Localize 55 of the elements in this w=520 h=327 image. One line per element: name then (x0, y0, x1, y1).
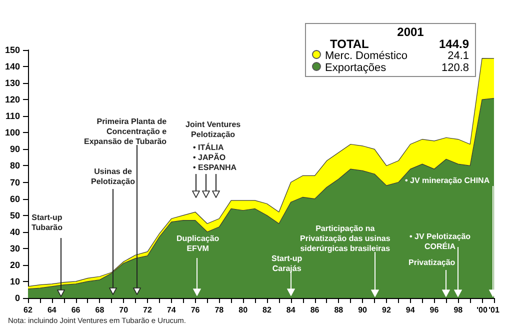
x-tick-label: 68 (95, 306, 105, 314)
annotation: • JV Pelotização CORÉIA (410, 232, 471, 252)
x-tick-label: 82 (262, 306, 272, 314)
x-tick-label: 70 (119, 306, 129, 314)
x-tick-label: 94 (406, 306, 416, 314)
y-tick-label: 130 (4, 78, 20, 88)
annotation: TOTAL (329, 37, 369, 51)
annotation: Participação na Privatização das usinas siderúrgicas brasileiras (300, 224, 390, 254)
x-tick-label: 98 (454, 306, 464, 314)
y-tick-label: 90 (10, 144, 20, 154)
annotation: Start-up Tubarão (32, 213, 62, 233)
x-tick-label: 62 (24, 306, 33, 314)
annotation: Start-up Carajás (272, 254, 302, 274)
y-tick-label: 30 (10, 243, 20, 254)
x-tick-label: 72 (143, 306, 152, 314)
y-tick-label: 10 (10, 276, 20, 286)
y-tick-label: 60 (10, 194, 20, 204)
y-tick-label: 70 (10, 177, 20, 188)
x-tick-label: 74 (166, 306, 176, 314)
x-tick-label: '01 (488, 306, 500, 314)
annotation: 144.9 (438, 37, 469, 51)
x-tick-label: 78 (214, 306, 224, 314)
y-tick-label: 50 (10, 210, 20, 220)
annotation: Primeira Planta de Concentração e Expansão de Tubarão (84, 117, 167, 147)
x-tick-label: '00 (476, 306, 488, 314)
y-tick-label: 120 (4, 94, 20, 105)
annotation: Usinas de Pelotização (91, 167, 136, 187)
y-tick-label: 20 (10, 260, 20, 270)
y-tick-label: 40 (10, 226, 20, 237)
annotation: • ITÁLIA • JAPÃO • ESPANHA (193, 143, 237, 173)
legend-label: Exportações (324, 62, 386, 74)
y-tick-label: 80 (10, 160, 20, 171)
x-tick-label: 80 (238, 306, 248, 314)
x-tick-label: 92 (382, 306, 392, 314)
y-tick-label: 150 (4, 45, 20, 55)
annotation: Joint Ventures Pelotização (186, 120, 241, 140)
annotation: Duplicação EFVM (176, 234, 220, 254)
x-tick-label: 88 (334, 306, 344, 314)
annotation: Privatização (408, 258, 456, 268)
x-tick-label: 66 (71, 306, 81, 314)
y-tick-label: 140 (4, 62, 20, 72)
annotation: 24.1 (448, 50, 469, 62)
annotation: • JV mineração CHINA (405, 176, 490, 186)
x-tick-label: 96 (430, 306, 440, 314)
x-tick-label: 90 (358, 306, 368, 314)
y-tick-label: 110 (5, 111, 20, 122)
x-tick-label: 64 (47, 306, 57, 314)
y-tick-label: 100 (4, 128, 20, 138)
legend-label: Merc. Doméstico (324, 50, 408, 62)
x-tick-label: 84 (286, 306, 296, 314)
y-tick-label: 0 (14, 293, 20, 303)
x-tick-label: 76 (190, 306, 200, 314)
legend-title: 2001 (396, 25, 425, 39)
x-tick-label: 86 (310, 306, 320, 314)
annotation: 120.8 (441, 62, 469, 74)
